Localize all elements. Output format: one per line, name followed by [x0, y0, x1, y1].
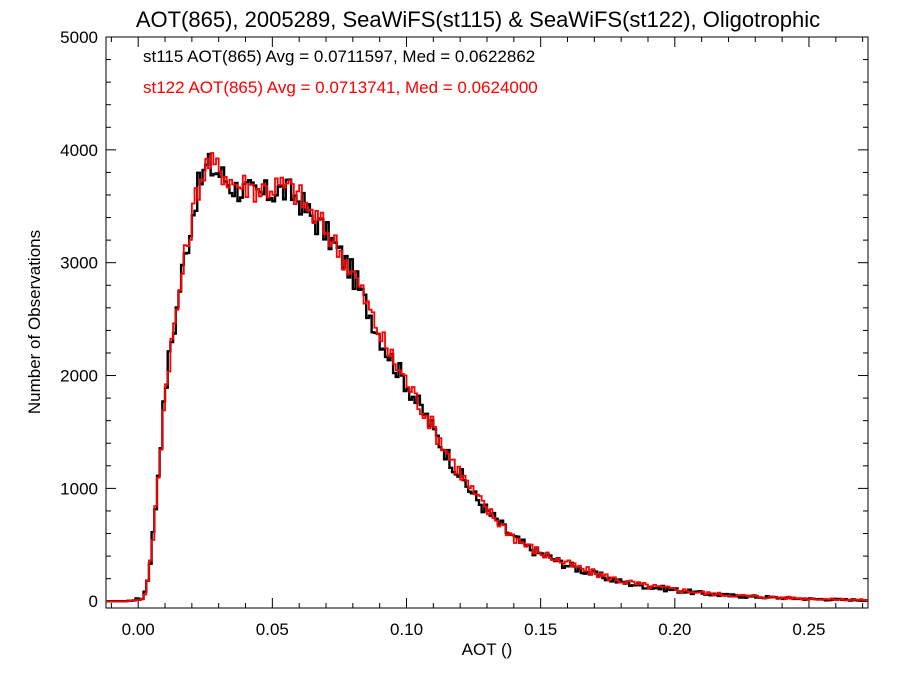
chart-title: AOT(865), 2005289, SeaWiFS(st115) & SeaW…	[136, 7, 820, 32]
y-tick-label: 3000	[60, 254, 98, 273]
series-line-st122	[106, 152, 868, 603]
y-tick-label: 0	[89, 592, 98, 611]
plot-frame	[105, 36, 869, 609]
y-tick-label: 1000	[60, 479, 98, 498]
y-tick-label: 2000	[60, 367, 98, 386]
y-tick-label: 4000	[60, 141, 98, 160]
x-tick-label: 0.05	[256, 620, 289, 639]
x-axis-label: AOT ()	[462, 640, 513, 659]
x-tick-label: 0.15	[524, 620, 557, 639]
x-tick-label: 0.00	[122, 620, 155, 639]
x-axis-ticks: 0.00 0.05 0.10 0.15 0.20 0.25	[110, 37, 864, 639]
y-axis-ticks: 0 1000 2000 3000 4000 5000	[60, 28, 868, 611]
legend-entry-st122: st122 AOT(865) Avg = 0.0713741, Med = 0.…	[143, 78, 538, 97]
y-axis-label: Number of Observations	[25, 230, 44, 414]
x-tick-label: 0.20	[658, 620, 691, 639]
x-tick-label: 0.10	[390, 620, 423, 639]
legend-entry-st115: st115 AOT(865) Avg = 0.0711597, Med = 0.…	[143, 47, 535, 66]
y-tick-label: 5000	[60, 28, 98, 47]
series-line-st115	[106, 152, 868, 603]
histogram-series	[106, 152, 868, 603]
x-tick-label: 0.25	[792, 620, 825, 639]
